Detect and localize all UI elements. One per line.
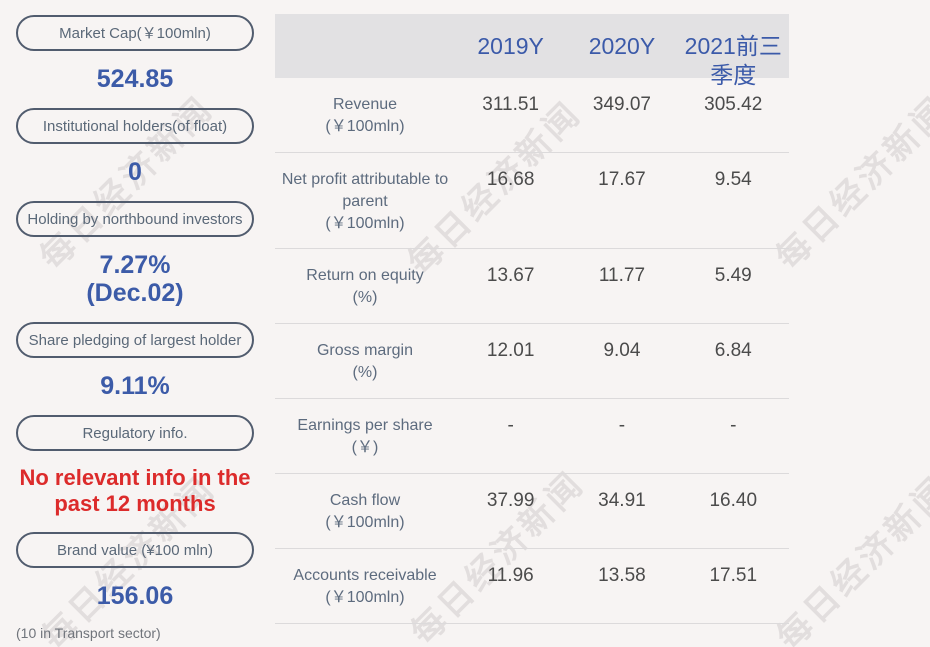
table-header-spacer	[275, 14, 455, 78]
table-row: Gross margin (%) 12.01 9.04 6.84	[275, 324, 789, 399]
cell-value: 13.58	[598, 565, 646, 586]
cell-value: 5.49	[714, 265, 752, 286]
stat-value-institutional-holders: 0	[16, 158, 254, 186]
stat-regulatory-info: Regulatory info. No relevant info in the …	[16, 415, 254, 517]
row-label-name: Revenue	[332, 96, 398, 113]
stat-pill-label: Holding by northbound investors	[27, 210, 243, 228]
cell-value: 37.99	[486, 490, 535, 511]
table-row: Revenue (￥100mln) 311.51 349.07 305.42	[275, 78, 789, 153]
stat-value-northbound-holding: 7.27% (Dec.02)	[16, 251, 254, 307]
row-label-unit: (￥100mln)	[325, 118, 405, 135]
cell-value: 11.96	[487, 565, 534, 586]
cell-value: 16.40	[709, 490, 758, 511]
stat-value-main: 156.06	[96, 582, 174, 610]
table-header-col-2: 2021前三季度	[684, 33, 782, 88]
financials-table: 2019Y 2020Y 2021前三季度 Revenue (￥100mln) 311.51…	[275, 14, 789, 624]
row-label: Gross margin (%)	[275, 340, 455, 384]
cell-value: 12.01	[486, 340, 535, 361]
row-label-unit: (%)	[352, 364, 378, 381]
row-label-name: Net profit attributable to parent	[281, 171, 449, 210]
table-header-col-0: 2019Y	[477, 32, 544, 59]
stat-pill-northbound-holding: Holding by northbound investors	[16, 201, 254, 237]
cell-value: 311.51	[482, 94, 539, 115]
stat-pill-label: Share pledging of largest holder	[28, 331, 242, 349]
stat-pill-label: Regulatory info.	[82, 424, 188, 442]
row-label-unit: (￥100mln)	[325, 215, 405, 232]
cell-value: -	[618, 415, 626, 436]
cell-value: 9.04	[603, 340, 641, 361]
stat-pill-label: Market Cap(￥100mln)	[59, 24, 211, 42]
row-label-name: Return on equity	[306, 267, 424, 284]
stat-pill-share-pledging: Share pledging of largest holder	[16, 322, 254, 358]
row-label: Revenue (￥100mln)	[275, 94, 455, 138]
stat-pill-brand-value: Brand value (¥100 mln)	[16, 532, 254, 568]
row-label-name: Accounts receivable	[293, 567, 437, 584]
row-label: Earnings per share (￥)	[275, 415, 455, 459]
stat-share-pledging: Share pledging of largest holder 9.11%	[16, 322, 254, 400]
cell-value: 17.67	[598, 169, 646, 190]
cell-value: 17.51	[709, 565, 758, 586]
table-header-col-1: 2020Y	[588, 32, 656, 59]
table-row: Earnings per share (￥) - - -	[275, 399, 789, 474]
stat-value-main: No relevant info in the past 12 months	[19, 465, 251, 516]
cell-value: 9.54	[714, 169, 752, 190]
cell-value: 16.68	[486, 169, 535, 190]
stat-pill-market-cap: Market Cap(￥100mln)	[16, 15, 254, 51]
stat-institutional-holders: Institutional holders(of float) 0	[16, 108, 254, 186]
cell-value: -	[730, 415, 737, 436]
stat-brand-value: Brand value (¥100 mln) 156.06 (10 in Trans…	[16, 532, 254, 642]
stat-value-date: (Dec.02)	[86, 279, 184, 307]
stat-caption-brand-value: (10 in Transport sector)	[16, 625, 161, 641]
row-label-name: Earnings per share	[297, 417, 433, 434]
sidebar-stats: Market Cap(￥100mln) 524.85 Institutional h…	[16, 15, 254, 647]
stat-pill-label: Brand value (¥100 mln)	[57, 541, 213, 559]
stat-value-brand-value: 156.06	[16, 582, 254, 610]
cell-value: 11.77	[598, 265, 646, 286]
row-label: Return on equity (%)	[275, 265, 455, 309]
cell-value: 34.91	[598, 490, 646, 511]
row-label-unit: (￥)	[351, 439, 379, 456]
table-header-row: 2019Y 2020Y 2021前三季度	[275, 14, 789, 88]
row-label-unit: (%)	[352, 289, 378, 306]
cell-value: 13.67	[486, 265, 535, 286]
row-label: Accounts receivable (￥100mln)	[275, 565, 455, 609]
stat-value-market-cap: 524.85	[16, 65, 254, 93]
table-row: Cash flow (￥100mln) 37.99 34.91 16.40	[275, 474, 789, 549]
row-label-name: Cash flow	[329, 492, 401, 509]
stat-value-main: 524.85	[96, 65, 174, 93]
stat-value-main: 7.27%	[99, 251, 171, 279]
row-label: Cash flow (￥100mln)	[275, 490, 455, 534]
stat-pill-label: Institutional holders(of float)	[42, 117, 228, 135]
row-label: Net profit attributable to parent (￥100ml…	[275, 169, 455, 235]
stat-value-share-pledging: 9.11%	[16, 372, 254, 400]
row-label-unit: (￥100mln)	[325, 514, 405, 531]
row-label-name: Gross margin	[316, 342, 414, 359]
cell-value: 349.07	[592, 94, 651, 115]
stat-market-cap: Market Cap(￥100mln) 524.85	[16, 15, 254, 93]
stat-value-main: 9.11%	[100, 372, 170, 400]
table-row: Accounts receivable (￥100mln) 11.96 13.58 17…	[275, 549, 789, 624]
stat-pill-institutional-holders: Institutional holders(of float)	[16, 108, 254, 144]
cell-value: 305.42	[704, 94, 763, 115]
cell-value: 6.84	[714, 340, 752, 361]
stat-value-main: 0	[128, 158, 142, 186]
stat-pill-regulatory-info: Regulatory info.	[16, 415, 254, 451]
row-label-unit: (￥100mln)	[325, 589, 405, 606]
cell-value: -	[507, 415, 514, 436]
table-row: Return on equity (%) 13.67 11.77 5.49	[275, 249, 789, 324]
table-row: Net profit attributable to parent (￥100ml…	[275, 153, 789, 249]
stat-northbound-holding: Holding by northbound investors 7.27% (Dec…	[16, 201, 254, 307]
stat-value-regulatory-info: No relevant info in the past 12 months	[16, 465, 254, 517]
